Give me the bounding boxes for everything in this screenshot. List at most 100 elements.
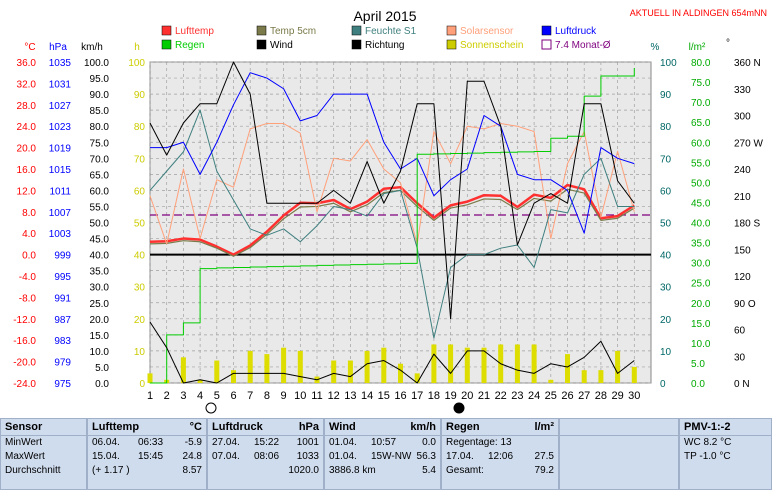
sensor-header: Sensor — [1, 419, 86, 436]
humidity-tick-label: 10 — [660, 347, 672, 358]
direction-tick-label: 0 N — [734, 379, 750, 390]
x-tick-label: 23 — [511, 390, 523, 402]
series-luftdruck — [150, 72, 635, 234]
sunshine-bar — [631, 366, 637, 383]
wind-tick-label: 40.0 — [90, 251, 110, 262]
direction-tick-label: 30 — [734, 352, 746, 363]
weather-chart: April 2015 AKTUELL IN ALDINGEN 654mNN Lu… — [13, 8, 767, 414]
sunshine-bar — [247, 350, 253, 383]
regen-row: Regentage: 13 — [446, 437, 512, 448]
sun-tick-label: 20 — [134, 315, 146, 326]
plot-area — [149, 61, 652, 384]
x-tick-label: 27 — [578, 390, 590, 402]
wind-row: 3886.8 km 5.4 — [329, 465, 436, 476]
humidity-tick-label: 90 — [660, 90, 672, 101]
legend-swatch — [161, 25, 172, 36]
rain-tick-label: 35.0 — [691, 239, 711, 250]
legend-label: Solarsensor — [460, 26, 514, 37]
wind-tick-label: 10.0 — [90, 347, 110, 358]
temp-tick-label: 20.0 — [17, 144, 37, 155]
humidity-tick-label: 60 — [660, 186, 672, 197]
humidity-tick-label: 70 — [660, 154, 672, 165]
humidity-tick-label: 100 — [660, 58, 677, 69]
rain-tick-label: 80.0 — [691, 58, 711, 69]
wind-tick-label: 5.0 — [95, 363, 109, 374]
x-tick-label: 11 — [311, 390, 322, 402]
sun-tick-label: 80 — [134, 122, 146, 133]
sensor-row: Durchschnitt — [5, 465, 61, 476]
pmv-header: PMV-1:-2 — [680, 419, 771, 436]
legend-swatch — [161, 39, 172, 50]
temp-tick-label: -4.0 — [19, 272, 37, 283]
series-feuchte-s1 — [149, 109, 635, 339]
sun-tick-label: 70 — [134, 154, 146, 165]
pmv-row: WC 8.2 °C — [684, 437, 732, 448]
x-tick-label: 5 — [214, 390, 220, 402]
series-wind — [149, 61, 635, 320]
regen-row: Gesamt: 79.2 — [446, 465, 554, 476]
rain-tick-label: 30.0 — [691, 259, 711, 270]
sensor-panel: Sensor MinWert MaxWert Durchschnitt — [0, 418, 87, 490]
legend-swatch — [541, 39, 552, 50]
temp-axis-header: °C — [24, 42, 35, 53]
legend-label: Sonnenschein — [460, 40, 523, 51]
pressure-tick-label: 1011 — [49, 186, 71, 197]
wind-tick-label: 50.0 — [90, 219, 110, 230]
rain-tick-label: 60.0 — [691, 138, 711, 149]
full-moon-icon — [205, 402, 217, 414]
lufttemp-row: 06.04. 06:33 -5.9 — [92, 437, 202, 448]
x-tick-label: 14 — [361, 390, 373, 402]
luftdruck-row: 1020.0 — [288, 465, 319, 476]
x-tick-label: 16 — [394, 390, 406, 402]
sunshine-bar — [197, 379, 203, 383]
wind-row: 01.04. 15W-NW 56.3 — [329, 451, 436, 462]
pressure-tick-label: 999 — [54, 251, 71, 262]
direction-tick-label: 60 — [734, 326, 746, 337]
legend-swatch — [446, 25, 457, 36]
legend-label: Regen — [175, 40, 204, 51]
sunshine-bar — [448, 344, 454, 383]
rain-tick-label: 25.0 — [691, 279, 711, 290]
pressure-tick-label: 1015 — [49, 165, 72, 176]
sensor-row: MinWert — [5, 437, 43, 448]
pressure-tick-label: 987 — [54, 315, 71, 326]
series-regen — [150, 68, 635, 384]
wind-tick-label: 100.0 — [84, 58, 109, 69]
rain-tick-label: 75.0 — [691, 78, 711, 89]
pressure-tick-label: 983 — [54, 336, 71, 347]
pressure-tick-label: 975 — [54, 379, 71, 390]
wind-tick-label: 85.0 — [90, 106, 110, 117]
wind-tick-label: 15.0 — [90, 331, 110, 342]
sunshine-bar — [514, 344, 520, 383]
direction-tick-label: 240 — [734, 165, 751, 176]
temp-tick-label: 16.0 — [17, 165, 37, 176]
sun-axis-header: h — [134, 42, 140, 53]
series-lines — [149, 61, 651, 384]
x-tick-label: 17 — [411, 390, 423, 402]
wind-tick-label: 60.0 — [90, 186, 110, 197]
temp-tick-label: 12.0 — [17, 186, 37, 197]
legend-swatch — [256, 25, 267, 36]
x-tick-label: 10 — [294, 390, 306, 402]
direction-tick-label: 330 — [734, 85, 751, 96]
moon-phase-icons — [205, 402, 465, 414]
wind-tick-label: 35.0 — [90, 267, 110, 278]
rain-tick-label: 5.0 — [691, 359, 705, 370]
luftdruck-panel: Luftdruck hPa 27.04. 15:22 1001 07.04. 08:06… — [207, 418, 324, 490]
station-note: AKTUELL IN ALDINGEN 654mNN — [630, 8, 767, 18]
x-tick-label: 4 — [197, 390, 203, 402]
pressure-tick-label: 1027 — [49, 101, 72, 112]
legend-swatch — [446, 39, 457, 50]
direction-tick-label: 120 — [734, 272, 751, 283]
luftdruck-row: 07.04. 08:06 1033 — [212, 451, 319, 462]
x-tick-label: 30 — [628, 390, 640, 402]
sunshine-bar — [615, 350, 621, 383]
luftdruck-row: 27.04. 15:22 1001 — [212, 437, 319, 448]
temp-tick-label: 8.0 — [22, 208, 36, 219]
x-tick-label: 22 — [495, 390, 507, 402]
direction-tick-label: 300 — [734, 112, 751, 123]
rain-tick-label: 50.0 — [691, 178, 711, 189]
lufttemp-panel: Lufttemp °C 06.04. 06:33 -5.9 15.04. 15:45 24… — [87, 418, 207, 490]
temp-tick-label: -8.0 — [19, 293, 37, 304]
x-axis-labels: 1 2 3 4 5 6 7 8 9 10 11 12 13 14 15 16 17 18 19 20 21 22 23 24 2… — [147, 390, 640, 402]
